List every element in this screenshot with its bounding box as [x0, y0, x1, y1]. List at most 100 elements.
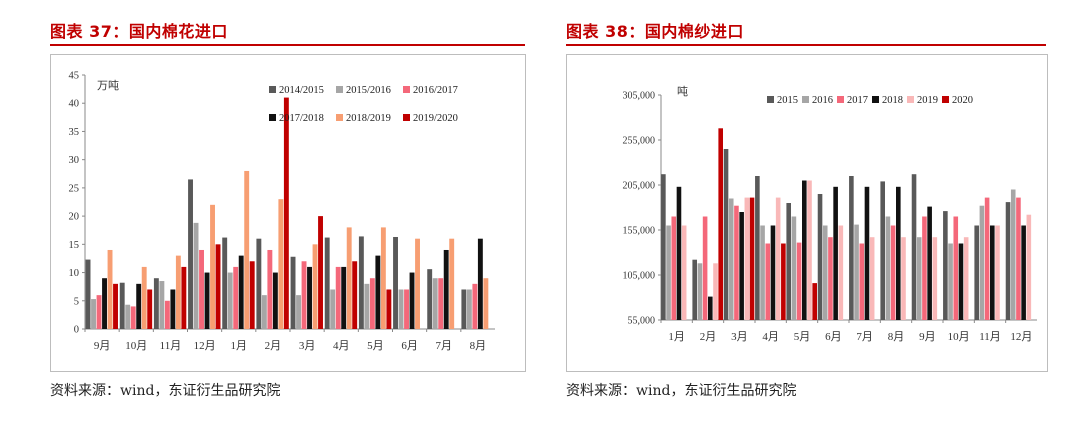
x-tick-label: 4月	[762, 331, 779, 343]
bar	[324, 237, 330, 329]
bar	[472, 283, 478, 329]
bar	[984, 197, 990, 320]
legend-swatch	[403, 86, 410, 93]
y-tick-label: 35	[69, 127, 80, 138]
bar	[170, 289, 176, 329]
legend-label: 2017/2018	[279, 113, 324, 124]
bar	[749, 197, 755, 320]
bar	[318, 216, 323, 329]
bar	[364, 283, 370, 329]
bar	[786, 203, 791, 320]
legend-swatch	[269, 114, 276, 121]
title-rule	[50, 44, 525, 46]
bar	[718, 128, 723, 320]
bar	[916, 237, 922, 320]
bar	[880, 181, 885, 320]
chart-frame: 55,000 105,000 155,000 205,000 255,000 305,00…	[566, 54, 1048, 372]
bar	[807, 180, 812, 320]
x-tick-label: 2月	[700, 331, 717, 343]
x-tick-label: 8月	[888, 331, 905, 343]
bar	[864, 186, 870, 320]
bar	[822, 225, 828, 320]
x-tick-label: 6月	[401, 340, 418, 352]
y-tick-label: 5	[74, 296, 79, 307]
x-tick-label: 6月	[825, 331, 842, 343]
legend-swatch	[942, 96, 949, 103]
x-tick-label: 10月	[125, 340, 147, 352]
bar	[896, 186, 901, 320]
bar	[885, 216, 891, 320]
bar	[1021, 225, 1026, 320]
bar	[227, 272, 233, 329]
x-tick-label: 9月	[919, 331, 936, 343]
bar	[953, 216, 959, 320]
bar	[307, 266, 312, 329]
bar	[661, 174, 666, 320]
source-note: 资料来源：wind，东证衍生品研究院	[566, 383, 797, 399]
bar	[432, 278, 438, 329]
bar	[199, 249, 204, 329]
bar	[948, 243, 953, 320]
bar	[147, 289, 153, 329]
legend-swatch	[907, 96, 914, 103]
bar	[249, 261, 255, 329]
source-note: 资料来源：wind，东证衍生品研究院	[50, 383, 281, 399]
bar	[828, 237, 833, 320]
bar	[1026, 214, 1032, 320]
legend-label: 2019	[917, 95, 938, 106]
y-tick-label: 15	[69, 240, 80, 251]
bar	[283, 97, 289, 329]
bar	[869, 237, 875, 320]
y-axis-label: 吨	[677, 85, 688, 98]
legend-label: 2019/2020	[413, 113, 458, 124]
bar	[963, 237, 969, 320]
bar	[760, 225, 765, 320]
bar	[181, 266, 187, 329]
x-tick-label: 3月	[299, 340, 316, 352]
bar	[723, 149, 729, 320]
bar	[233, 266, 239, 329]
legend-swatch	[872, 96, 879, 103]
title-rule	[566, 44, 1046, 46]
bar	[770, 225, 776, 320]
y-tick-label: 45	[69, 71, 80, 82]
bar	[802, 180, 807, 320]
bar	[119, 282, 125, 329]
legend-label: 2014/2015	[279, 85, 324, 96]
bar	[107, 249, 113, 329]
bar	[1010, 189, 1016, 320]
x-tick-label: 10月	[948, 331, 970, 343]
bar	[222, 237, 228, 329]
bar	[346, 227, 352, 329]
bar	[130, 306, 136, 329]
y-tick-label: 30	[69, 155, 80, 166]
bar	[854, 224, 859, 320]
bar	[781, 243, 786, 320]
bar	[666, 225, 671, 320]
cotton-import-panel: 图表 37：国内棉花进口 0 5 10 15 20 25 30 35 40 45 万吨 9月 10月 11…	[50, 22, 526, 399]
bar	[85, 259, 91, 329]
bar	[838, 225, 844, 320]
bar	[369, 278, 375, 329]
chart-title: 图表 37：国内棉花进口	[50, 22, 228, 41]
x-tick-label: 12月	[1010, 331, 1032, 343]
legend-label: 2018	[882, 95, 903, 106]
legend-swatch	[802, 96, 809, 103]
x-tick-label: 2月	[265, 340, 282, 352]
bar	[958, 243, 964, 320]
bar	[943, 211, 948, 320]
y-tick-label: 305,000	[623, 91, 656, 102]
y-tick-label: 20	[69, 212, 80, 223]
legend-label: 2015/2016	[346, 85, 391, 96]
bar	[204, 272, 210, 329]
bar	[188, 179, 193, 329]
legend-label: 2016	[812, 95, 833, 106]
y-tick-label: 205,000	[623, 181, 656, 192]
bar	[477, 238, 483, 329]
cotton-import-chart: 0 5 10 15 20 25 30 35 40 45 万吨 9月 10月 11月 12月 1月 2月 3月 4月 5…	[69, 71, 495, 352]
bar	[296, 295, 301, 329]
x-tick-label: 8月	[470, 340, 487, 352]
bar	[974, 225, 979, 320]
bar	[398, 289, 404, 329]
bar	[193, 222, 199, 329]
